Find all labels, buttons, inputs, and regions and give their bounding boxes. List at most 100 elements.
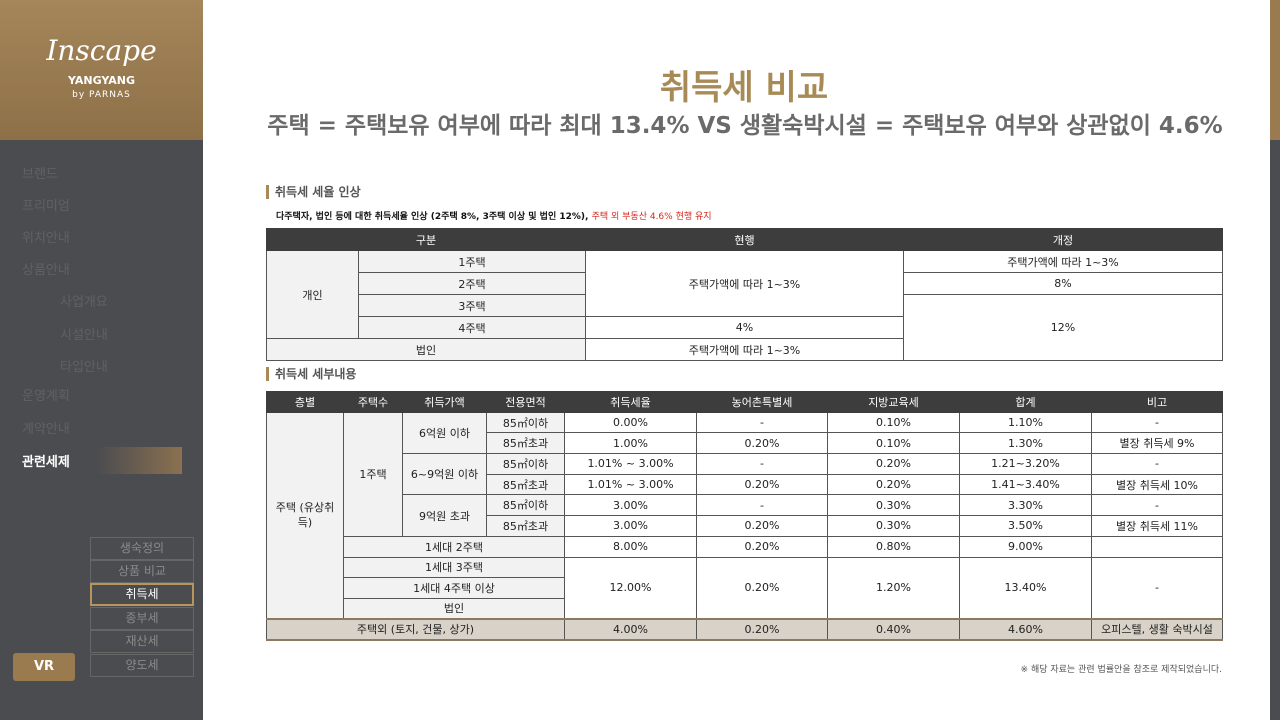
table-cell: 3.00% xyxy=(564,494,697,517)
table-header-cell: 전용면적 xyxy=(486,391,565,413)
table-cell: 85㎡이하 xyxy=(486,453,565,475)
table-cell: 0.20% xyxy=(827,453,960,475)
table-cell: - xyxy=(696,453,828,475)
note-text: 다주택자, 법인 등에 대한 취득세율 인상 (2주택 8%, 3주택 이상 및… xyxy=(276,212,592,222)
logo-name: Inscape xyxy=(46,34,157,67)
table-cell: 6~9억원 이하 xyxy=(402,453,487,496)
table-cell: 별장 취득세 9% xyxy=(1091,432,1223,455)
table-cell: 85㎡초과 xyxy=(486,515,565,537)
table-cell: 3.00% xyxy=(564,515,697,537)
table-cell: 0.20% xyxy=(827,473,960,496)
menu-item[interactable]: 관련세제 xyxy=(12,447,182,474)
table-cell: 2주택 xyxy=(358,272,586,295)
table-cell: 1.10% xyxy=(959,411,1092,434)
table-cell: 1.01% ~ 3.00% xyxy=(564,453,697,475)
table-cell: - xyxy=(1091,556,1223,620)
table-cell: 별장 취득세 10% xyxy=(1091,473,1223,496)
table-cell: 1.41~3.40% xyxy=(959,473,1092,496)
table-header-cell: 취득가액 xyxy=(402,391,487,413)
table-cell: 1.30% xyxy=(959,432,1092,455)
table-cell: - xyxy=(696,494,828,517)
table-cell: 0.10% xyxy=(827,432,960,455)
table-cell: 1세대 3주택 xyxy=(343,556,565,579)
vr-button[interactable]: VR xyxy=(13,653,75,681)
table-cell: 1세대 4주택 이상 xyxy=(343,577,565,599)
table-cell: - xyxy=(1091,453,1223,475)
logo[interactable]: Inscape YANGYANG by PARNAS xyxy=(0,0,203,140)
table-cell: 0.20% xyxy=(696,473,828,496)
table-cell: - xyxy=(1091,494,1223,517)
table-header-cell: 현행 xyxy=(585,228,904,251)
table-cell: 9.00% xyxy=(959,535,1092,558)
table-cell: 개인 xyxy=(266,250,359,339)
table-cell: 법인 xyxy=(343,597,565,620)
table-cell: 법인 xyxy=(266,338,586,361)
submenu-item[interactable]: 상품 비교 xyxy=(90,560,194,583)
table-cell: 오피스텔, 생활 숙박시설 xyxy=(1091,618,1223,641)
menu-item[interactable]: 위치안내 xyxy=(22,231,70,246)
table-header-cell: 구분 xyxy=(266,228,586,251)
table-cell: 3주택 xyxy=(358,294,586,317)
table-header-cell: 비고 xyxy=(1091,391,1223,413)
table-cell: - xyxy=(1091,411,1223,434)
submenu-item[interactable]: 취득세 xyxy=(90,583,194,606)
table-header-cell: 농어촌특별세 xyxy=(696,391,828,413)
sidebar: Inscape YANGYANG by PARNAS 브랜드 프리미엄 위치안내… xyxy=(0,0,203,720)
table-cell: 0.20% xyxy=(696,432,828,455)
menu-item[interactable]: 타입안내 xyxy=(60,360,108,375)
note: 다주택자, 법인 등에 대한 취득세율 인상 (2주택 8%, 3주택 이상 및… xyxy=(276,209,712,222)
menu-item[interactable]: 계약안내 xyxy=(22,422,70,437)
table-cell: 1세대 2주택 xyxy=(343,535,565,558)
menu-item[interactable]: 상품안내 xyxy=(22,263,70,278)
table-cell: 1주택 xyxy=(358,250,586,273)
edge-strip xyxy=(1270,0,1280,720)
table-cell xyxy=(1091,535,1223,558)
table-cell: 주택가액에 따라 1~3% xyxy=(903,250,1223,273)
table-cell: 주택외 (토지, 건물, 상가) xyxy=(266,618,565,641)
submenu-item[interactable]: 재산세 xyxy=(90,630,194,653)
table-header-cell: 합계 xyxy=(959,391,1092,413)
table-cell: 1주택 xyxy=(343,411,403,537)
table-cell: 0.20% xyxy=(696,618,828,641)
table-cell: 85㎡이하 xyxy=(486,411,565,434)
table-header-cell: 지방교육세 xyxy=(827,391,960,413)
table-cell: 0.80% xyxy=(827,535,960,558)
menu-item[interactable]: 운영계획 xyxy=(22,389,70,404)
table-cell: 4.60% xyxy=(959,618,1092,641)
table-cell: 주택가액에 따라 1~3% xyxy=(585,338,904,361)
table-cell: 0.20% xyxy=(696,515,828,537)
table-cell: 0.20% xyxy=(696,556,828,620)
submenu-item[interactable]: 종부세 xyxy=(90,607,194,630)
table-cell: 85㎡초과 xyxy=(486,432,565,455)
table-cell: 1.00% xyxy=(564,432,697,455)
logo-brand: by PARNAS xyxy=(72,90,131,100)
table-cell: 8% xyxy=(903,272,1223,295)
menu-item[interactable]: 사업개요 xyxy=(60,295,108,310)
table-cell: 3.30% xyxy=(959,494,1092,517)
table-cell: 1.01% ~ 3.00% xyxy=(564,473,697,496)
table-cell: 8.00% xyxy=(564,535,697,558)
table-cell: 1.21~3.20% xyxy=(959,453,1092,475)
table-cell: 13.40% xyxy=(959,556,1092,620)
table-header-cell: 취득세율 xyxy=(564,391,697,413)
table-cell: 12.00% xyxy=(564,556,697,620)
section-heading: 취득세 세율 인상 xyxy=(266,185,361,199)
menu-item[interactable]: 프리미엄 xyxy=(22,199,70,214)
table-cell: 6억원 이하 xyxy=(402,411,487,455)
logo-region: YANGYANG xyxy=(67,74,136,87)
note-highlight: 주택 외 부동산 4.6% 현행 유지 xyxy=(591,212,712,222)
submenu-item[interactable]: 양도세 xyxy=(90,654,194,677)
menu-item[interactable]: 브랜드 xyxy=(22,167,58,182)
submenu-item[interactable]: 생숙정의 xyxy=(90,537,194,560)
table-header-cell: 개정 xyxy=(903,228,1223,251)
table-cell: 0.30% xyxy=(827,494,960,517)
table-cell: 4% xyxy=(585,316,904,339)
table-cell: - xyxy=(696,411,828,434)
menu-item[interactable]: 시설안내 xyxy=(60,328,108,343)
table-cell: 12% xyxy=(903,294,1223,361)
table-cell: 주택가액에 따라 1~3% xyxy=(585,250,904,317)
table-cell: 0.00% xyxy=(564,411,697,434)
table-header-cell: 층별 xyxy=(266,391,344,413)
table-cell: 9억원 초과 xyxy=(402,494,487,537)
